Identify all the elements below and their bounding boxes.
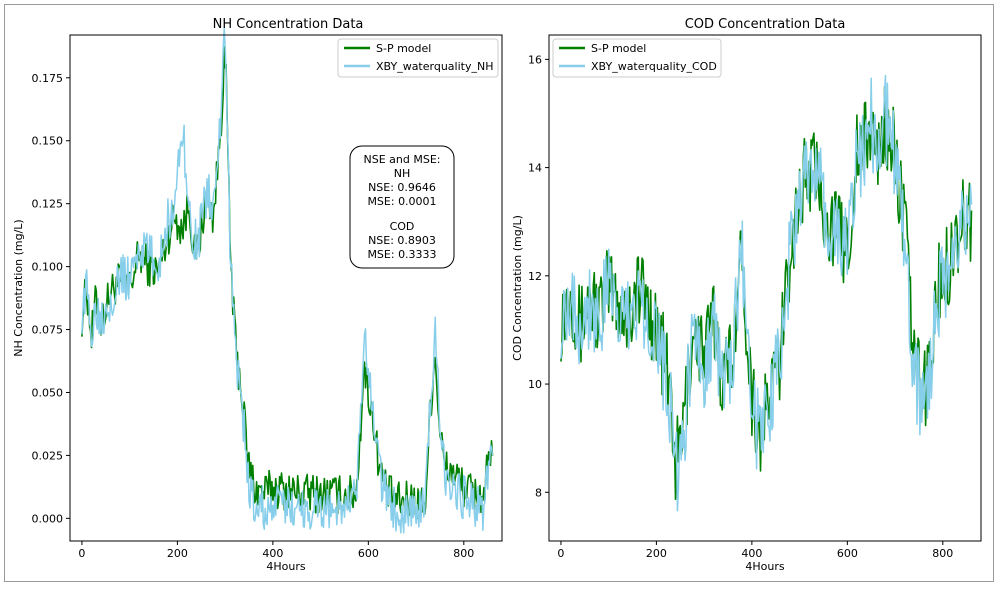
y-tick-label: 0.000 <box>32 512 64 525</box>
metrics-line: MSE: 0.0001 <box>367 195 436 208</box>
y-tick-label: 0.150 <box>32 135 64 148</box>
y-tick-label: 8 <box>535 486 542 499</box>
nh-chart-title: NH Concentration Data <box>213 17 364 32</box>
cod-series-line-observed <box>560 74 973 512</box>
y-tick-label: 16 <box>528 53 542 66</box>
nh-chart: NH Concentration Data 0 200 400 600 800 0.00… <box>12 17 503 573</box>
x-tick-label: 0 <box>78 547 85 560</box>
nh-series-line-observed <box>81 28 494 534</box>
y-tick-label: 0.025 <box>32 449 64 462</box>
y-tick-label: 12 <box>528 270 542 283</box>
x-tick-label: 800 <box>932 547 953 560</box>
x-tick-label: 200 <box>646 547 667 560</box>
y-tick-label: 0.050 <box>32 386 64 399</box>
cod-legend-box <box>552 38 722 78</box>
cod-y-axis-label: COD Concentration (mg/L) <box>511 215 524 361</box>
metrics-line: NH <box>394 167 411 180</box>
x-tick-label: 0 <box>557 547 564 560</box>
x-tick-label: 400 <box>741 547 762 560</box>
nh-y-axis-label: NH Concentration (mg/L) <box>12 219 25 356</box>
y-tick-label: 0.075 <box>32 324 64 337</box>
cod-plot-frame <box>548 34 982 542</box>
cod-legend-label-sp: S-P model <box>591 42 646 55</box>
figure-frame <box>4 4 994 582</box>
cod-chart-title: COD Concentration Data <box>685 17 846 32</box>
nh-plot-area <box>81 28 494 534</box>
metrics-annotation: NSE and MSE: NH NSE: 0.9646 MSE: 0.0001 … <box>349 145 455 269</box>
nh-legend-box <box>337 38 499 78</box>
nh-plot-frame <box>69 34 503 542</box>
y-tick-label: 0.175 <box>32 72 64 85</box>
x-tick-label: 400 <box>262 547 283 560</box>
metrics-line: NSE and MSE: <box>364 153 441 166</box>
cod-x-axis-label: 4Hours <box>745 560 784 573</box>
cod-y-ticks: 8 10 12 14 16 <box>528 53 549 499</box>
metrics-line: NSE: 0.8903 <box>368 234 436 247</box>
nh-series-line-sp-model <box>81 46 494 520</box>
cod-chart: COD Concentration Data 0 200 400 600 800 8 10… <box>511 17 982 573</box>
nh-x-ticks: 0 200 400 600 800 <box>78 541 474 560</box>
metrics-line: COD <box>390 220 415 233</box>
y-tick-label: 10 <box>528 378 542 391</box>
nh-x-axis-label: 4Hours <box>266 560 305 573</box>
nh-legend-label-sp: S-P model <box>376 42 431 55</box>
nh-legend: S-P model XBY_waterquality_NH <box>337 38 499 78</box>
x-tick-label: 600 <box>358 547 379 560</box>
x-tick-label: 600 <box>837 547 858 560</box>
cod-legend-label-obs: XBY_waterquality_COD <box>591 60 717 73</box>
y-tick-label: 0.125 <box>32 198 64 211</box>
cod-legend: S-P model XBY_waterquality_COD <box>552 38 722 78</box>
nh-y-ticks: 0.000 0.025 0.050 0.075 0.100 0.125 0.150 0.175 <box>32 72 70 525</box>
metrics-annotation-box <box>349 145 455 269</box>
metrics-line: MSE: 0.3333 <box>367 248 436 261</box>
cod-plot-area <box>560 74 973 512</box>
y-tick-label: 14 <box>528 162 542 175</box>
y-tick-label: 0.100 <box>32 261 64 274</box>
nh-legend-label-obs: XBY_waterquality_NH <box>376 60 493 73</box>
cod-x-ticks: 0 200 400 600 800 <box>557 541 953 560</box>
x-tick-label: 200 <box>167 547 188 560</box>
x-tick-label: 800 <box>453 547 474 560</box>
metrics-line: NSE: 0.9646 <box>368 181 436 194</box>
